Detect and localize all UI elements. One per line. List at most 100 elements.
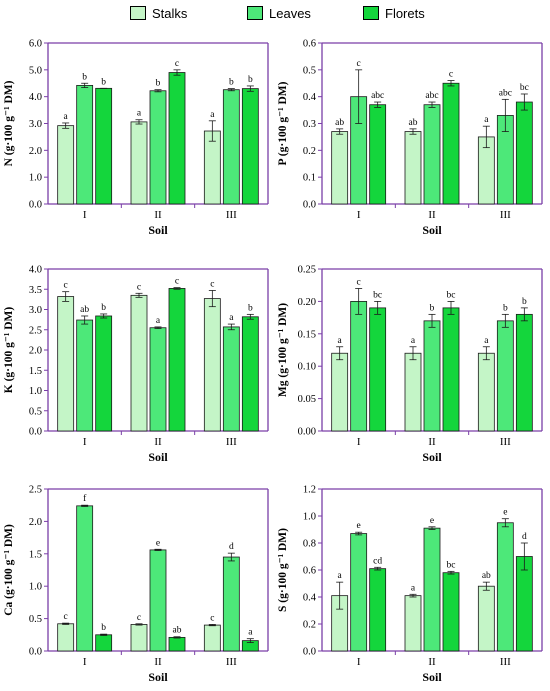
bar-leaves-II <box>423 527 441 652</box>
x-tick-label: II <box>154 209 162 221</box>
bar-florets-II <box>442 307 460 432</box>
y-tick-label: 1.0 <box>303 512 316 523</box>
y-tick-label: 3.0 <box>29 119 42 130</box>
y-tick-label: 0.5 <box>29 406 42 417</box>
y-axis-title: S (g·100 g⁻¹ DM) <box>277 528 289 612</box>
significance-label: b <box>101 623 106 633</box>
significance-label: c <box>64 612 68 622</box>
significance-label: b <box>82 72 87 82</box>
y-tick-label: 1.5 <box>29 549 42 560</box>
bar-stalks-III <box>203 130 221 205</box>
legend-item-stalks: Stalks <box>130 4 187 22</box>
bar-stalks-II <box>130 121 148 205</box>
y-axis-title: K (g·100 g⁻¹ DM) <box>3 307 15 394</box>
y-tick-label: 0.0 <box>303 647 316 658</box>
significance-label: b <box>101 77 106 87</box>
bar-leaves-I <box>350 300 368 432</box>
bar-stalks-II <box>404 131 422 205</box>
chart-panel-4: 0.00 0.05 0.10 0.15 0.20 0.25 Ia c bc II a b bc III a b… <box>277 265 543 464</box>
y-tick-label: 3.0 <box>29 305 42 316</box>
y-tick-label: 1.0 <box>29 582 42 593</box>
y-tick-label: 0.5 <box>29 614 42 625</box>
legend: Stalks Leaves Florets <box>0 0 550 26</box>
bar-leaves-II <box>149 327 167 432</box>
bar-leaves-I <box>76 84 94 205</box>
y-tick-label: 0.25 <box>298 265 316 276</box>
x-tick-label: II <box>428 436 436 448</box>
significance-label: a <box>484 336 489 346</box>
y-tick-label: 0.0 <box>303 200 316 211</box>
x-tick-label: I <box>83 656 87 668</box>
y-tick-label: 5.0 <box>29 65 42 76</box>
y-tick-label: 0.0 <box>29 647 42 658</box>
bar-leaves-II <box>423 320 441 432</box>
significance-label: a <box>229 313 234 323</box>
significance-label: c <box>357 59 361 69</box>
y-tick-label: 0.4 <box>303 593 317 604</box>
bar-florets-II <box>168 72 186 205</box>
significance-label: b <box>503 303 508 313</box>
bar-stalks-III <box>477 352 495 432</box>
y-tick-label: 1.0 <box>29 386 42 397</box>
chart-panel-6: 0.0 0.2 0.4 0.6 0.8 1.0 1.2 Ia e cd II a e bc III ab e d S… <box>277 485 543 684</box>
y-tick-label: 0.5 <box>303 65 316 76</box>
significance-label: cd <box>373 556 382 566</box>
y-tick-label: 0.20 <box>298 297 316 308</box>
bar-florets-I <box>95 87 113 205</box>
x-tick-label: III <box>226 209 237 221</box>
bar-stalks-III <box>203 624 221 652</box>
y-tick-label: 0.0 <box>29 427 42 438</box>
legend-swatch-stalks <box>130 6 146 20</box>
significance-label: abc <box>425 91 438 101</box>
bar-florets-III <box>241 88 259 205</box>
x-axis-title: Soil <box>422 670 442 684</box>
y-tick-label: 2.0 <box>29 346 42 357</box>
significance-label: f <box>83 493 87 504</box>
significance-label: b <box>430 303 435 313</box>
significance-label: abc <box>499 88 512 98</box>
significance-label: bc <box>373 290 382 300</box>
significance-label: b <box>248 75 253 85</box>
significance-label: b <box>156 79 161 89</box>
y-tick-label: 2.0 <box>29 146 42 157</box>
bar-leaves-II <box>149 90 167 205</box>
x-tick-label: I <box>83 209 87 221</box>
y-tick-label: 2.5 <box>29 485 42 496</box>
significance-label: e <box>503 508 507 518</box>
bar-florets-I <box>369 104 387 205</box>
bar-leaves-I <box>350 533 368 652</box>
significance-label: a <box>338 571 343 581</box>
significance-label: c <box>64 281 68 291</box>
bar-stalks-I <box>57 125 75 205</box>
y-tick-label: 4.0 <box>29 265 42 276</box>
bar-stalks-I <box>57 623 75 652</box>
bar-leaves-III <box>496 522 514 652</box>
x-tick-label: I <box>357 656 361 668</box>
bar-stalks-III <box>203 298 221 432</box>
y-axis-title: Mg (g·100 g⁻¹ DM) <box>277 303 289 397</box>
bar-florets-III <box>515 313 533 432</box>
x-tick-label: I <box>357 436 361 448</box>
x-tick-label: III <box>500 436 511 448</box>
legend-item-leaves: Leaves <box>247 4 311 22</box>
bar-leaves-III <box>222 556 240 652</box>
y-tick-label: 0.3 <box>303 119 316 130</box>
x-tick-label: III <box>226 436 237 448</box>
significance-label: ab <box>173 626 182 636</box>
x-axis-title: Soil <box>422 450 442 464</box>
legend-swatch-florets <box>363 6 379 20</box>
chart-panel-2: 0.00.10.20.30.40.50.6IabcabcIIababccIIIa… <box>277 39 543 237</box>
bar-leaves-I <box>76 319 94 432</box>
y-tick-label: 0.8 <box>303 539 316 550</box>
y-axis-title: P (g·100 g⁻¹ DM) <box>277 81 289 165</box>
bar-florets-I <box>369 307 387 432</box>
significance-label: e <box>430 516 434 526</box>
bar-leaves-III <box>222 326 240 432</box>
legend-label-florets: Florets <box>385 5 425 21</box>
y-tick-label: 6.0 <box>29 39 42 50</box>
significance-label: e <box>156 538 160 548</box>
x-tick-label: III <box>226 656 237 668</box>
bar-leaves-III <box>496 320 514 432</box>
